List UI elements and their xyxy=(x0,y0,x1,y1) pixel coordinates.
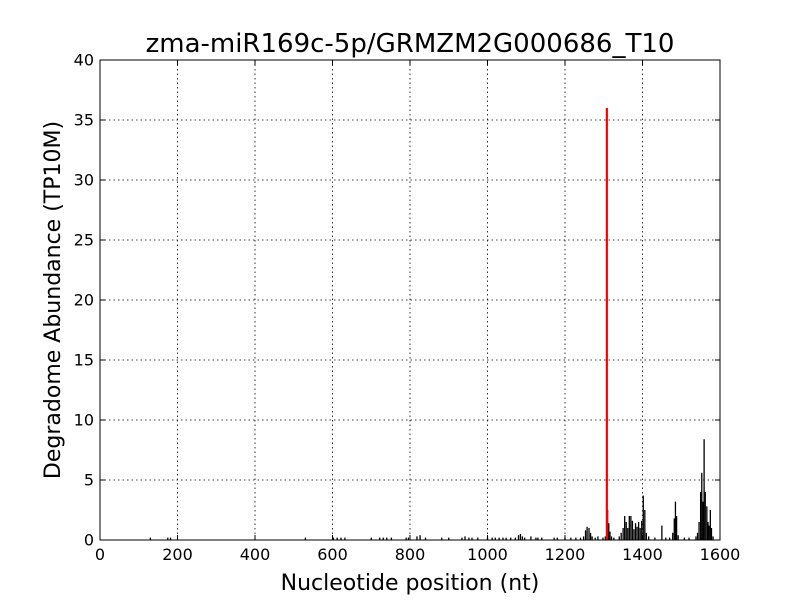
x-axis-label: Nucleotide position (nt) xyxy=(281,571,540,596)
y-tick-label: 20 xyxy=(74,291,94,310)
y-tick-label: 30 xyxy=(74,171,94,190)
y-tick-label: 15 xyxy=(74,351,94,370)
y-tick-label: 40 xyxy=(74,51,94,70)
x-tick-label: 1400 xyxy=(622,545,663,564)
y-tick-label: 35 xyxy=(74,111,94,130)
x-tick-label: 800 xyxy=(395,545,426,564)
y-tick-label: 10 xyxy=(74,411,94,430)
y-tick-label: 0 xyxy=(84,531,94,550)
chart-title: zma-miR169c-5p/GRMZM2G000686_T10 xyxy=(146,29,675,59)
x-tick-label: 200 xyxy=(162,545,193,564)
x-tick-label: 600 xyxy=(317,545,348,564)
x-tick-label: 1000 xyxy=(467,545,508,564)
x-tick-label: 1600 xyxy=(700,545,741,564)
y-tick-label: 5 xyxy=(84,471,94,490)
y-tick-label: 25 xyxy=(74,231,94,250)
y-axis-label: Degradome Abundance (TP10M) xyxy=(41,121,66,479)
x-tick-label: 0 xyxy=(95,545,105,564)
ticks-layer: 0 200 400 600 800 1000 1200 1400 1600 0 5 10 15 20 25 3… xyxy=(74,51,741,565)
grid-lines xyxy=(100,60,720,540)
x-tick-label: 400 xyxy=(240,545,271,564)
x-tick-label: 1200 xyxy=(545,545,586,564)
